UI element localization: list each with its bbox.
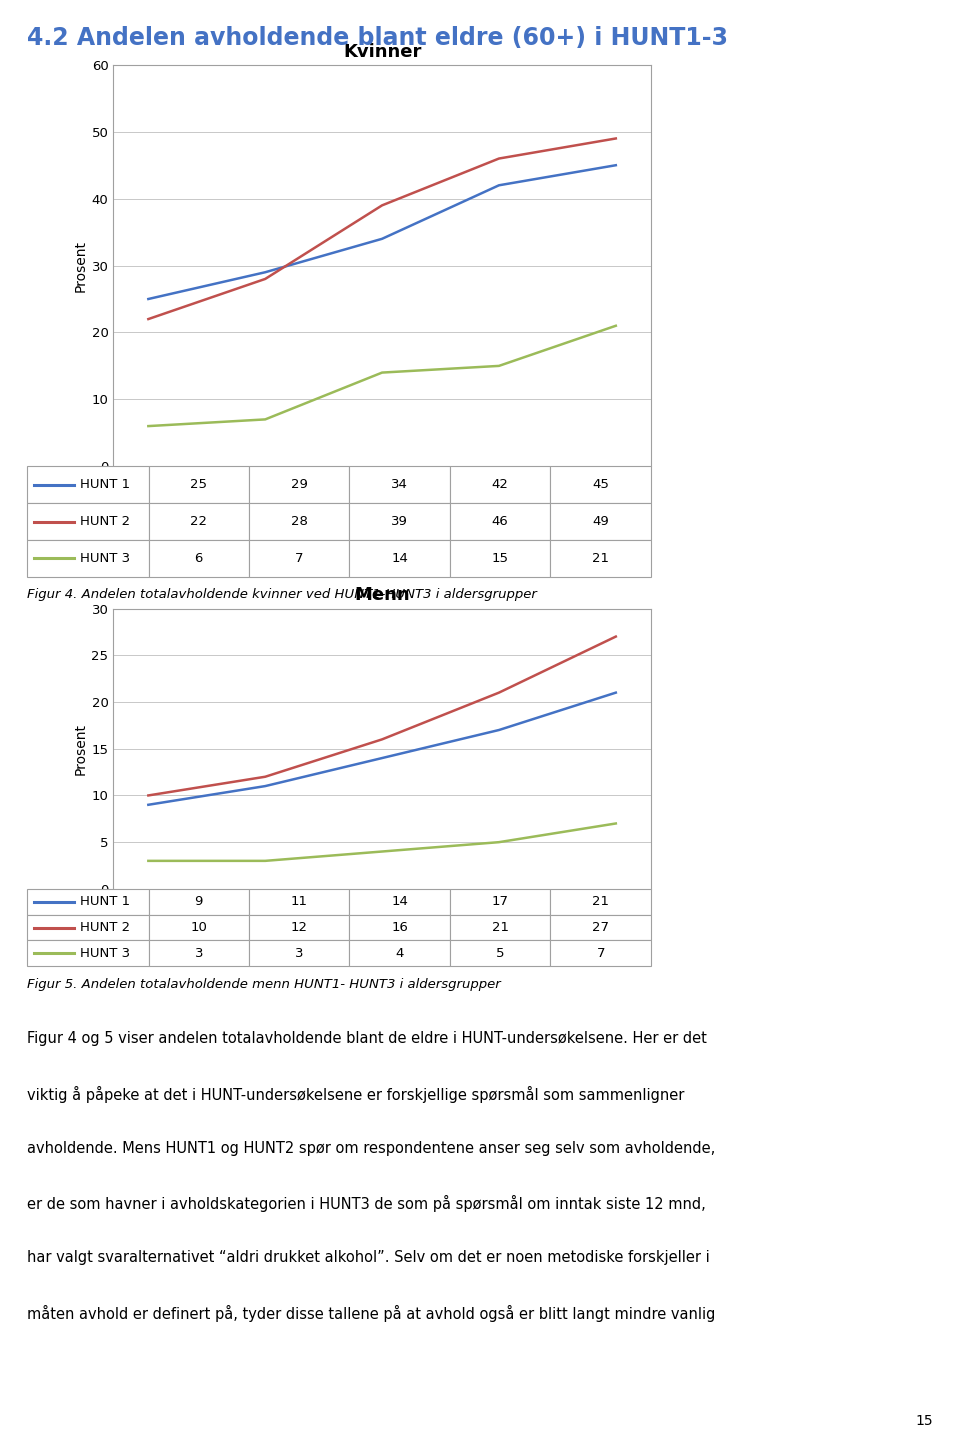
- Text: 27: 27: [592, 921, 610, 934]
- Text: 3: 3: [295, 947, 303, 960]
- Text: 39: 39: [392, 515, 408, 528]
- Bar: [249, 888, 349, 914]
- Text: Figur 4. Andelen totalavholdende kvinner ved HUNT1-HUNT3 i aldersgrupper: Figur 4. Andelen totalavholdende kvinner…: [27, 588, 537, 601]
- Bar: [349, 888, 450, 914]
- Text: 29: 29: [291, 479, 308, 492]
- Bar: [349, 940, 450, 966]
- Bar: [249, 466, 349, 503]
- Text: 22: 22: [190, 515, 207, 528]
- Text: 4.2 Andelen avholdende blant eldre (60+) i HUNT1-3: 4.2 Andelen avholdende blant eldre (60+)…: [27, 26, 728, 50]
- Bar: [27, 539, 149, 577]
- Text: 6: 6: [195, 552, 203, 565]
- Bar: [349, 503, 450, 539]
- Text: 46: 46: [492, 515, 509, 528]
- Bar: [550, 503, 651, 539]
- Bar: [249, 940, 349, 966]
- Bar: [550, 466, 651, 503]
- Text: 10: 10: [190, 921, 207, 934]
- Y-axis label: Prosent: Prosent: [73, 722, 87, 774]
- Bar: [550, 914, 651, 940]
- Bar: [27, 888, 149, 914]
- Bar: [249, 914, 349, 940]
- Bar: [450, 914, 550, 940]
- Text: Figur 4 og 5 viser andelen totalavholdende blant de eldre i HUNT-undersøkelsene.: Figur 4 og 5 viser andelen totalavholden…: [27, 1031, 707, 1045]
- Text: er de som havner i avholdskategorien i HUNT3 de som på spørsmål om inntak siste : er de som havner i avholdskategorien i H…: [27, 1195, 706, 1213]
- Bar: [149, 888, 249, 914]
- Bar: [149, 940, 249, 966]
- Text: HUNT 1: HUNT 1: [80, 895, 130, 908]
- Text: 3: 3: [195, 947, 204, 960]
- Text: 15: 15: [916, 1413, 933, 1428]
- Bar: [149, 503, 249, 539]
- Y-axis label: Prosent: Prosent: [73, 239, 87, 291]
- Text: 14: 14: [392, 895, 408, 908]
- Text: avholdende. Mens HUNT1 og HUNT2 spør om respondentene anser seg selv som avholde: avholdende. Mens HUNT1 og HUNT2 spør om …: [27, 1141, 715, 1155]
- Bar: [249, 539, 349, 577]
- Bar: [450, 940, 550, 966]
- Bar: [450, 503, 550, 539]
- Text: 21: 21: [592, 552, 610, 565]
- Title: Menn: Menn: [354, 587, 410, 604]
- Bar: [349, 539, 450, 577]
- Bar: [550, 539, 651, 577]
- Text: 15: 15: [492, 552, 509, 565]
- Text: Figur 5. Andelen totalavholdende menn HUNT1- HUNT3 i aldersgrupper: Figur 5. Andelen totalavholdende menn HU…: [27, 978, 500, 991]
- Text: HUNT 3: HUNT 3: [80, 947, 130, 960]
- Bar: [149, 466, 249, 503]
- Text: 25: 25: [190, 479, 207, 492]
- Bar: [550, 940, 651, 966]
- Text: 12: 12: [291, 921, 308, 934]
- Text: 11: 11: [291, 895, 308, 908]
- Text: har valgt svaralternativet “aldri drukket alkohol”. Selv om det er noen metodisk: har valgt svaralternativet “aldri drukke…: [27, 1250, 709, 1265]
- Text: 49: 49: [592, 515, 609, 528]
- Text: måten avhold er definert på, tyder disse tallene på at avhold også er blitt lang: måten avhold er definert på, tyder disse…: [27, 1305, 715, 1322]
- Text: 7: 7: [596, 947, 605, 960]
- Bar: [349, 466, 450, 503]
- Bar: [149, 914, 249, 940]
- Title: Kvinner: Kvinner: [343, 43, 421, 61]
- Bar: [349, 914, 450, 940]
- Bar: [249, 503, 349, 539]
- Bar: [450, 539, 550, 577]
- Bar: [27, 503, 149, 539]
- Text: 21: 21: [592, 895, 610, 908]
- Bar: [27, 914, 149, 940]
- Text: 34: 34: [392, 479, 408, 492]
- Text: 45: 45: [592, 479, 609, 492]
- Text: 5: 5: [496, 947, 504, 960]
- Text: HUNT 2: HUNT 2: [80, 921, 130, 934]
- Bar: [27, 940, 149, 966]
- Text: 16: 16: [392, 921, 408, 934]
- Text: 21: 21: [492, 921, 509, 934]
- Text: 42: 42: [492, 479, 509, 492]
- Bar: [550, 888, 651, 914]
- Text: HUNT 3: HUNT 3: [80, 552, 130, 565]
- Text: 28: 28: [291, 515, 308, 528]
- Bar: [27, 466, 149, 503]
- Text: HUNT 2: HUNT 2: [80, 515, 130, 528]
- Text: 14: 14: [392, 552, 408, 565]
- Text: HUNT 1: HUNT 1: [80, 479, 130, 492]
- Text: 7: 7: [295, 552, 303, 565]
- Bar: [450, 888, 550, 914]
- Bar: [450, 466, 550, 503]
- Text: 9: 9: [195, 895, 203, 908]
- Text: 17: 17: [492, 895, 509, 908]
- Bar: [149, 539, 249, 577]
- Text: viktig å påpeke at det i HUNT-undersøkelsene er forskjellige spørsmål som sammen: viktig å påpeke at det i HUNT-undersøkel…: [27, 1086, 684, 1103]
- Text: 4: 4: [396, 947, 404, 960]
